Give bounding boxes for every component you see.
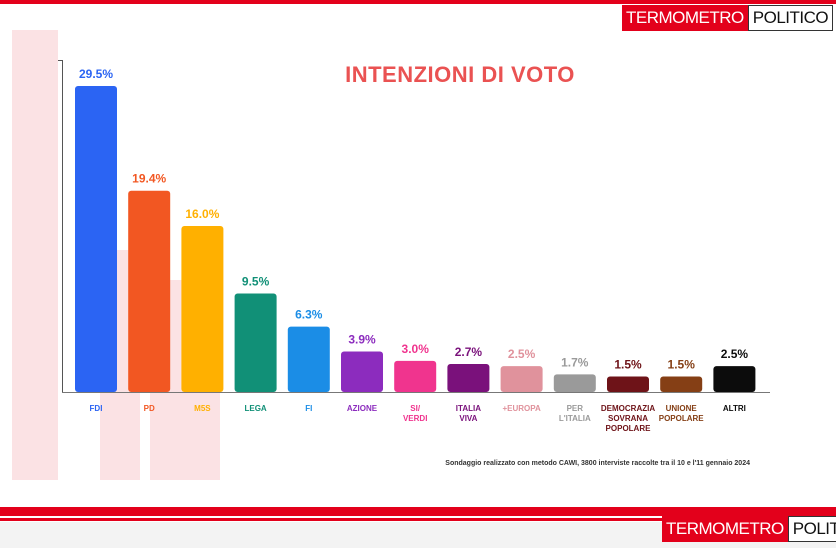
brand-logo-bottom-part1: TERMOMETRO	[662, 516, 788, 542]
category-label-italia-viva: ITALIA VIVA	[456, 404, 481, 423]
bar-unione-popolare	[660, 376, 703, 392]
bar-per-l-italia	[553, 374, 596, 392]
category-label-fi: FI	[305, 404, 312, 413]
category-label-azione: AZIONE	[347, 404, 378, 413]
brand-logo-part1: TERMOMETRO	[622, 5, 748, 31]
category-label-m5s: M5S	[194, 404, 211, 413]
value-label-lega: 9.5%	[242, 274, 270, 288]
value-label-fdi: 29.5%	[79, 67, 113, 81]
bar-fdi	[75, 85, 117, 392]
category-label-fdi: FDI	[90, 404, 103, 413]
top-accent-bar	[0, 0, 836, 4]
y-axis-line	[62, 60, 63, 393]
category-label-pd: PD	[144, 404, 155, 413]
chart-title: INTENZIONI DI VOTO	[345, 62, 575, 87]
bar-pd	[128, 190, 171, 392]
category-label-per-l-italia: PER L'ITALIA	[559, 404, 591, 423]
value-label-m5s: 16.0%	[185, 207, 219, 221]
category-label-lega: LEGA	[244, 404, 266, 413]
y-axis-tick	[58, 60, 63, 61]
brand-logo-bottom: TERMOMETRO POLITICO	[662, 516, 836, 542]
bottom-red-line	[0, 518, 836, 521]
category-label-democrazia-sovrana-popolare: DEMOCRAZIA SOVRANA POPOLARE	[601, 404, 655, 433]
bar-italia-viva	[447, 363, 490, 392]
category-label-altri: ALTRI	[723, 404, 746, 413]
x-axis-line	[62, 392, 770, 393]
footnote: Sondaggio realizzato con metodo CAWI, 38…	[445, 460, 750, 467]
bar-lega	[234, 293, 277, 392]
brand-logo-bottom-part2: POLITICO	[787, 516, 836, 542]
bar-fi	[287, 326, 330, 392]
value-label-europa: 2.5%	[508, 347, 536, 361]
value-label-azione: 3.9%	[348, 333, 376, 347]
value-label-si-verdi: 3.0%	[402, 342, 430, 356]
bar-altri	[713, 366, 756, 392]
value-label-per-l-italia: 1.7%	[561, 355, 589, 369]
bar-democrazia-sovrana-popolare	[607, 376, 649, 392]
brand-logo: TERMOMETRO POLITICO	[622, 5, 834, 31]
bar-azione	[341, 351, 383, 392]
category-label-si-verdi: SI/VERDI	[403, 404, 427, 423]
bar-europa	[500, 366, 543, 392]
category-label-europa: +EUROPA	[502, 404, 541, 413]
category-label-unione-popolare: UNIONE POPOLARE	[659, 404, 705, 423]
value-label-unione-popolare: 1.5%	[668, 357, 696, 371]
bottom-red-band	[0, 507, 836, 516]
value-label-pd: 19.4%	[132, 172, 166, 186]
value-label-altri: 2.5%	[721, 347, 749, 361]
value-label-italia-viva: 2.7%	[455, 345, 483, 359]
bar-m5s	[181, 226, 224, 392]
bar-si-verdi	[394, 360, 437, 392]
brand-logo-part2: POLITICO	[747, 5, 834, 31]
value-label-fi: 6.3%	[295, 308, 323, 322]
value-label-democrazia-sovrana-popolare: 1.5%	[614, 357, 642, 371]
